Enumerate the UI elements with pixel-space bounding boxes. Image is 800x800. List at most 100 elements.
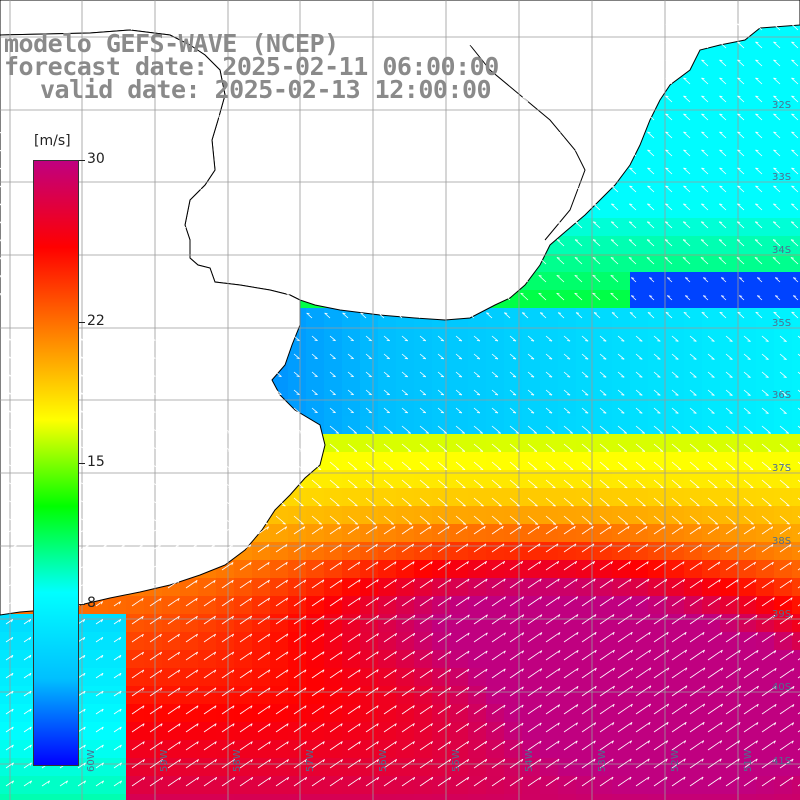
wind-arrow-head: [592, 561, 595, 565]
wind-arrow: [180, 313, 187, 319]
wind-arrow-head: [440, 411, 444, 414]
wind-arrow-head: [341, 149, 345, 152]
wind-arrow-head: [305, 132, 309, 134]
wind-arrow-head: [611, 131, 615, 134]
wind-arrow-head: [449, 167, 453, 170]
wind-arrow-head: [749, 450, 753, 452]
wind-arrow-head: [549, 412, 553, 414]
wind-arrow: [761, 561, 774, 571]
wind-arrow: [666, 277, 673, 283]
wind-cell: [702, 434, 721, 453]
wind-arrow-head: [179, 132, 183, 134]
wind-cell: [504, 416, 523, 435]
wind-arrow-head: [621, 340, 625, 342]
wind-arrow-head: [485, 203, 489, 206]
wind-cell: [360, 326, 379, 345]
wind-arrow: [755, 311, 763, 319]
wind-arrow: [437, 515, 449, 525]
wind-arrow-head: [431, 167, 435, 170]
wind-cell: [756, 146, 775, 165]
wind-arrow: [468, 24, 475, 31]
wind-arrow: [95, 562, 108, 571]
wind-arrow: [522, 114, 529, 121]
wind-arrow-head: [234, 312, 238, 315]
wind-arrow-head: [213, 562, 216, 566]
wind-arrow-head: [719, 203, 723, 206]
wind-arrow-head: [377, 221, 381, 223]
wind-arrow-head: [791, 23, 795, 26]
wind-arrow: [72, 42, 79, 49]
wind-arrow-head: [287, 167, 291, 170]
wind-arrow: [306, 42, 313, 49]
wind-arrow-head: [177, 616, 180, 620]
wind-arrow: [629, 41, 637, 49]
wind-cell: [270, 794, 289, 800]
wind-arrow-head: [25, 339, 29, 341]
wind-cell: [378, 344, 397, 363]
wind-arrow: [509, 353, 517, 360]
wind-arrow-head: [80, 411, 84, 413]
wind-arrow-head: [540, 42, 544, 45]
wind-arrow: [77, 619, 85, 625]
wind-arrow-head: [575, 578, 578, 582]
wind-arrow: [737, 23, 745, 31]
wind-arrow: [563, 515, 575, 525]
wind-arrow: [196, 292, 205, 301]
wind-cell: [738, 308, 757, 327]
wind-arrow-head: [102, 523, 106, 525]
wind-arrow: [701, 167, 709, 175]
wind-arrow: [106, 257, 115, 265]
wind-arrow-head: [430, 239, 435, 241]
wind-arrow: [221, 544, 234, 553]
wind-arrow-head: [124, 257, 128, 259]
wind-arrow-head: [323, 203, 327, 206]
wind-arrow-head: [249, 544, 252, 548]
wind-cell: [432, 380, 451, 399]
wind-cell: [792, 110, 800, 129]
wind-arrow: [755, 167, 763, 175]
wind-arrow-head: [144, 24, 148, 27]
wind-arrow-head: [737, 95, 741, 98]
wind-arrow-head: [342, 24, 346, 27]
wind-arrow-head: [558, 596, 561, 600]
wind-arrow-head: [413, 185, 417, 188]
wind-cell: [720, 146, 739, 165]
wind-cell: [648, 344, 667, 363]
wind-arrow: [617, 389, 625, 396]
wind-cell: [288, 344, 307, 363]
wind-arrow: [221, 353, 228, 359]
wind-arrow-head: [358, 579, 361, 583]
wind-arrow-head: [140, 526, 143, 530]
wind-arrow-head: [538, 543, 541, 547]
wind-arrow-head: [215, 221, 219, 223]
wind-arrow-head: [412, 239, 417, 241]
wind-arrow-head: [162, 78, 166, 81]
wind-arrow-head: [755, 131, 759, 134]
wind-arrow-head: [123, 562, 126, 566]
wind-arrow: [683, 131, 691, 139]
wind-arrow-head: [713, 432, 717, 434]
wind-cell: [666, 344, 685, 363]
wind-arrow-head: [538, 274, 542, 277]
wind-arrow-head: [476, 357, 480, 360]
wind-arrow-head: [486, 96, 490, 99]
wind-arrow-head: [296, 411, 300, 414]
wind-arrow-head: [611, 95, 615, 98]
wind-arrow: [539, 132, 547, 139]
wind-arrow: [196, 257, 205, 265]
wind-arrow-head: [426, 486, 430, 489]
wind-arrow: [215, 185, 223, 193]
wind-arrow-head: [242, 411, 246, 413]
wind-arrow-head: [106, 274, 110, 277]
wind-arrow-head: [771, 561, 774, 565]
wind-arrow: [581, 515, 593, 525]
wind-cell: [360, 416, 379, 435]
wind-cell: [360, 380, 379, 399]
wind-arrow: [203, 443, 214, 452]
wind-cell: [396, 344, 415, 363]
wind-arrow: [797, 353, 800, 357]
wind-arrow: [737, 95, 745, 103]
wind-arrow: [545, 596, 560, 607]
wind-arrow-head: [160, 274, 164, 277]
wind-arrow-head: [341, 221, 345, 223]
